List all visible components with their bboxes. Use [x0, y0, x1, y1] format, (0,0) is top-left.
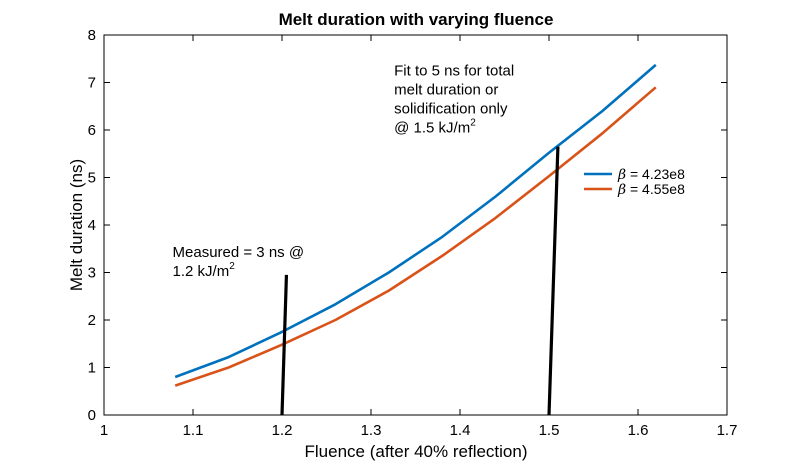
annotation-2-line: @ 1.5 kJ/m2: [394, 117, 476, 136]
annotation-text: solidification only: [394, 100, 508, 117]
y-tick-label: 0: [88, 407, 96, 424]
legend-beta: β: [617, 182, 626, 198]
x-tick-label: 1.2: [272, 422, 293, 439]
marker-line-2: [547, 146, 560, 416]
annotation-2-line: Fit to 5 ns for total: [394, 62, 514, 79]
x-tick-label: 1.4: [450, 422, 471, 439]
y-tick-label: 6: [88, 122, 96, 139]
y-tick-label: 1: [88, 360, 96, 377]
x-tick-label: 1.7: [717, 422, 738, 439]
x-tick-label: 1.3: [361, 422, 382, 439]
y-tick-label: 8: [88, 27, 96, 44]
y-axis-label: Melt duration (ns): [67, 159, 86, 291]
series-line-1: [174, 63, 657, 379]
annotation-text: Measured = 3 ns @: [173, 244, 305, 261]
annotation-text: Fit to 5 ns for total: [394, 62, 514, 79]
y-tick-label: 2: [88, 312, 96, 329]
annotation-superscript: 2: [229, 261, 235, 272]
chart-title: Melt duration with varying fluence: [279, 10, 554, 29]
annotation-text: melt duration or: [394, 81, 498, 98]
legend-entry-2: β = 4.55e8: [617, 181, 685, 198]
annotation-1-line: 1.2 kJ/m2: [173, 261, 236, 280]
annotation-text: 1.2 kJ/m: [173, 263, 230, 280]
annotation-2-line: melt duration or: [394, 81, 498, 98]
marker-line-1: [280, 274, 289, 416]
y-tick-label: 3: [88, 265, 96, 282]
legend-entry-1: β = 4.23e8: [617, 166, 685, 183]
legend-value: = 4.55e8: [626, 181, 685, 197]
y-tick-label: 4: [88, 217, 96, 234]
annotation-superscript: 2: [470, 117, 476, 128]
legend-value: = 4.23e8: [626, 166, 685, 182]
x-axis-label: Fluence (after 40% reflection): [305, 442, 528, 461]
x-tick-label: 1.5: [539, 422, 560, 439]
x-tick-label: 1.1: [183, 422, 204, 439]
x-tick-label: 1: [100, 422, 108, 439]
y-tick-label: 5: [88, 170, 96, 187]
x-tick-label: 1.6: [628, 422, 649, 439]
legend-beta: β: [617, 167, 626, 183]
y-tick-label: 7: [88, 75, 96, 92]
series-line-2: [174, 86, 657, 387]
annotation-1-line: Measured = 3 ns @: [173, 244, 305, 261]
annotation-text: @ 1.5 kJ/m: [394, 119, 470, 136]
annotation-2-line: solidification only: [394, 100, 508, 117]
